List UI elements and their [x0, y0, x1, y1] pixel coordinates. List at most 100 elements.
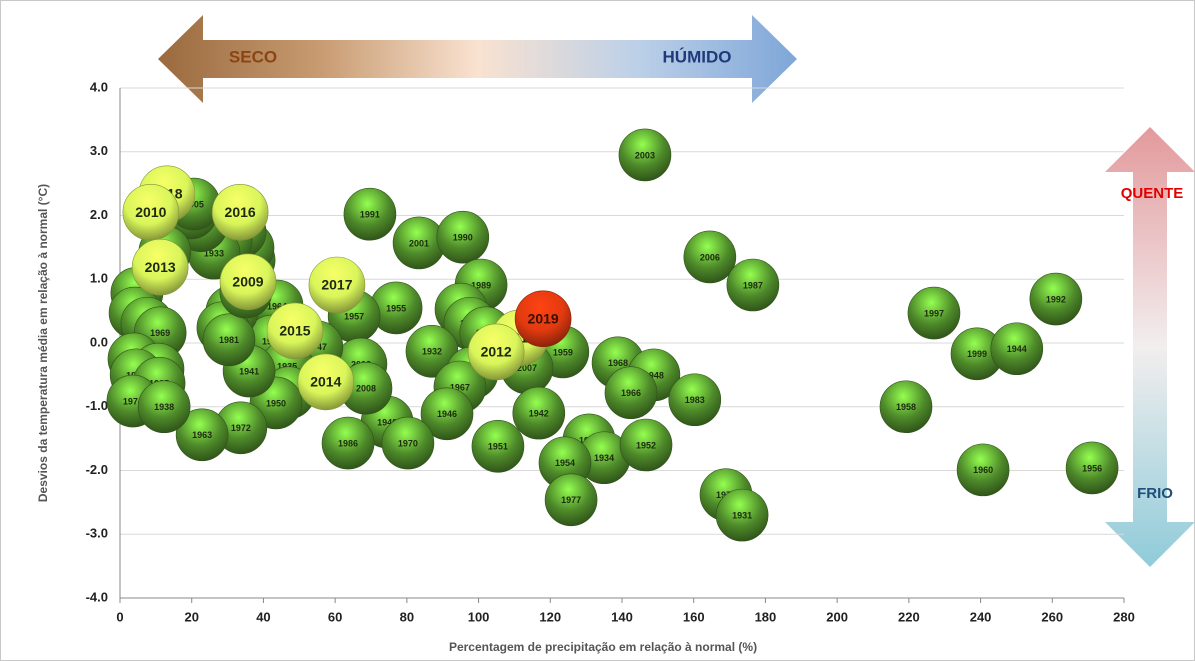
bubble-label: 1950: [266, 398, 286, 408]
bubble: [471, 419, 525, 473]
bubble-label: 1986: [338, 438, 358, 448]
bubble: [308, 256, 366, 314]
y-tick-label: 0.0: [90, 334, 108, 349]
bubble-label: 1938: [154, 402, 174, 412]
bubble-label: 2014: [310, 374, 341, 390]
bubble-label: 1966: [621, 388, 641, 398]
annotation: QUENTE: [1121, 185, 1184, 202]
bubble-label: 2007: [517, 363, 537, 373]
bubble-label: 1959: [553, 347, 573, 357]
bubble-label: 1963: [192, 430, 212, 440]
bubble: [1029, 272, 1083, 326]
y-tick-label: -2.0: [86, 462, 108, 477]
bubble: [990, 322, 1044, 376]
bubble-label: 1974: [123, 396, 143, 406]
bubble: [715, 488, 769, 542]
bubble: [512, 386, 566, 440]
bubble-label: 1990: [453, 233, 473, 243]
y-tick-label: -3.0: [86, 526, 108, 541]
x-axis-label: Percentagem de precipitação em relação à…: [449, 640, 757, 654]
x-tick-label: 200: [826, 609, 848, 624]
bubble-label: 1934: [594, 453, 614, 463]
bubble: [726, 258, 780, 312]
bubble-label: 1958: [896, 402, 916, 412]
bubble-label: 1956: [1082, 463, 1102, 473]
bubble: [137, 380, 191, 434]
bubble-label: 2010: [135, 204, 166, 220]
bubble-label: 1942: [529, 409, 549, 419]
bubble: [619, 418, 673, 472]
hot-cold-arrow: [1105, 127, 1195, 567]
bubble-label: 1991: [360, 210, 380, 220]
bubble-label: 1960: [973, 465, 993, 475]
bubble: [343, 187, 397, 241]
bubble-label: 2003: [635, 150, 655, 160]
x-tick-label: 280: [1113, 609, 1135, 624]
bubble-label: 1951: [488, 442, 508, 452]
x-tick-label: 40: [256, 609, 270, 624]
bubble: [907, 286, 961, 340]
bubble: [219, 253, 277, 311]
annotation: HÚMIDO: [663, 47, 732, 66]
bubble: [122, 184, 180, 241]
bubble: [202, 313, 256, 367]
x-tick-label: 220: [898, 609, 920, 624]
bubble: [514, 290, 572, 348]
annotation: SECO: [229, 47, 277, 66]
bubble-label: 1946: [437, 409, 457, 419]
bubble-label: 1983: [685, 395, 705, 405]
bubble-label: 1967: [450, 382, 470, 392]
bubble: [381, 416, 435, 470]
bubble-label: 1987: [743, 280, 763, 290]
annotation: FRIO: [1137, 485, 1173, 502]
x-tick-label: 60: [328, 609, 342, 624]
x-tick-label: 260: [1041, 609, 1063, 624]
y-tick-label: 4.0: [90, 79, 108, 94]
bubble: [266, 302, 324, 360]
bubble: [956, 443, 1010, 497]
bubble: [175, 408, 229, 462]
bubble-label: 1933: [204, 248, 224, 258]
y-tick-label: -4.0: [86, 589, 108, 604]
bubble: [321, 416, 375, 470]
bubble-label: 1964: [267, 301, 287, 311]
x-tick-label: 240: [970, 609, 992, 624]
bubble-label: 1948: [644, 370, 664, 380]
y-tick-label: 2.0: [90, 207, 108, 222]
bubble-label: 2009: [232, 274, 263, 290]
bubble-label: 1952: [636, 440, 656, 450]
bubble-label: 1981: [219, 335, 239, 345]
bubble-label: 1955: [386, 303, 406, 313]
bubble: [544, 473, 598, 527]
bubble-label: 2001: [409, 238, 429, 248]
bubble-label: 1977: [561, 495, 581, 505]
bubble: [211, 184, 269, 241]
dry-wet-arrow: [158, 15, 797, 103]
y-tick-label: 1.0: [90, 271, 108, 286]
bubble-label: 1968: [608, 358, 628, 368]
bubble-label: 1944: [1007, 344, 1027, 354]
bubble: [1065, 441, 1119, 495]
bubble: [420, 387, 474, 441]
bubble-label: 1940: [377, 417, 397, 427]
bubble: [618, 128, 672, 182]
bubble: [436, 210, 490, 264]
y-axis-label: Desvios da temperatura média em relação …: [36, 184, 50, 502]
bubble: [297, 353, 355, 411]
x-tick-label: 80: [400, 609, 414, 624]
bubble-label: 1932: [422, 347, 442, 357]
x-tick-label: 120: [539, 609, 561, 624]
bubble-label: 1969: [150, 328, 170, 338]
y-tick-label: -1.0: [86, 398, 108, 413]
bubble: [668, 373, 722, 427]
bubble-label: 2015: [279, 323, 310, 339]
bubble-label: 1992: [1046, 294, 1066, 304]
bubble-label: 2006: [700, 252, 720, 262]
bubble: [879, 380, 933, 434]
bubble-label: 1972: [231, 423, 251, 433]
bubble-label: 1931: [732, 511, 752, 521]
bubble-label: 1970: [398, 438, 418, 448]
bubble: [604, 366, 658, 420]
bubble: [131, 238, 189, 296]
